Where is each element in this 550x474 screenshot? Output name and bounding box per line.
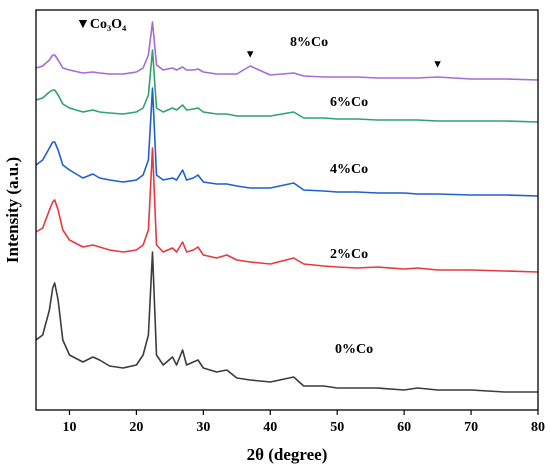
x-tick-label: 50	[330, 420, 344, 435]
x-tick-label: 30	[196, 420, 210, 435]
x-tick-label: 70	[464, 420, 478, 435]
x-tick-label: 80	[531, 420, 545, 435]
x-tick-label: 40	[263, 420, 277, 435]
peak-marker: ▼	[245, 49, 256, 61]
plot-frame	[35, 9, 539, 411]
x-axis-title: 2θ (degree)	[247, 445, 328, 464]
x-tick-label: 20	[129, 420, 143, 435]
series-label: 4%Co	[330, 162, 368, 177]
y-axis-title: Intensity (a.u.)	[3, 157, 22, 263]
series-label: 8%Co	[290, 35, 328, 50]
series-label: 2%Co	[330, 247, 368, 262]
legend-note: ▼Co₃O₄	[76, 17, 127, 32]
series-line	[35, 251, 538, 393]
series-label: 0%Co	[335, 342, 373, 357]
series-line	[35, 147, 539, 273]
series-label: 6%Co	[330, 95, 368, 110]
peak-marker: ▼	[432, 59, 443, 71]
series-line	[35, 87, 539, 197]
x-tick-label: 10	[62, 420, 76, 435]
series-line	[35, 21, 539, 81]
series-line	[35, 49, 539, 123]
x-tick-label: 60	[397, 420, 411, 435]
